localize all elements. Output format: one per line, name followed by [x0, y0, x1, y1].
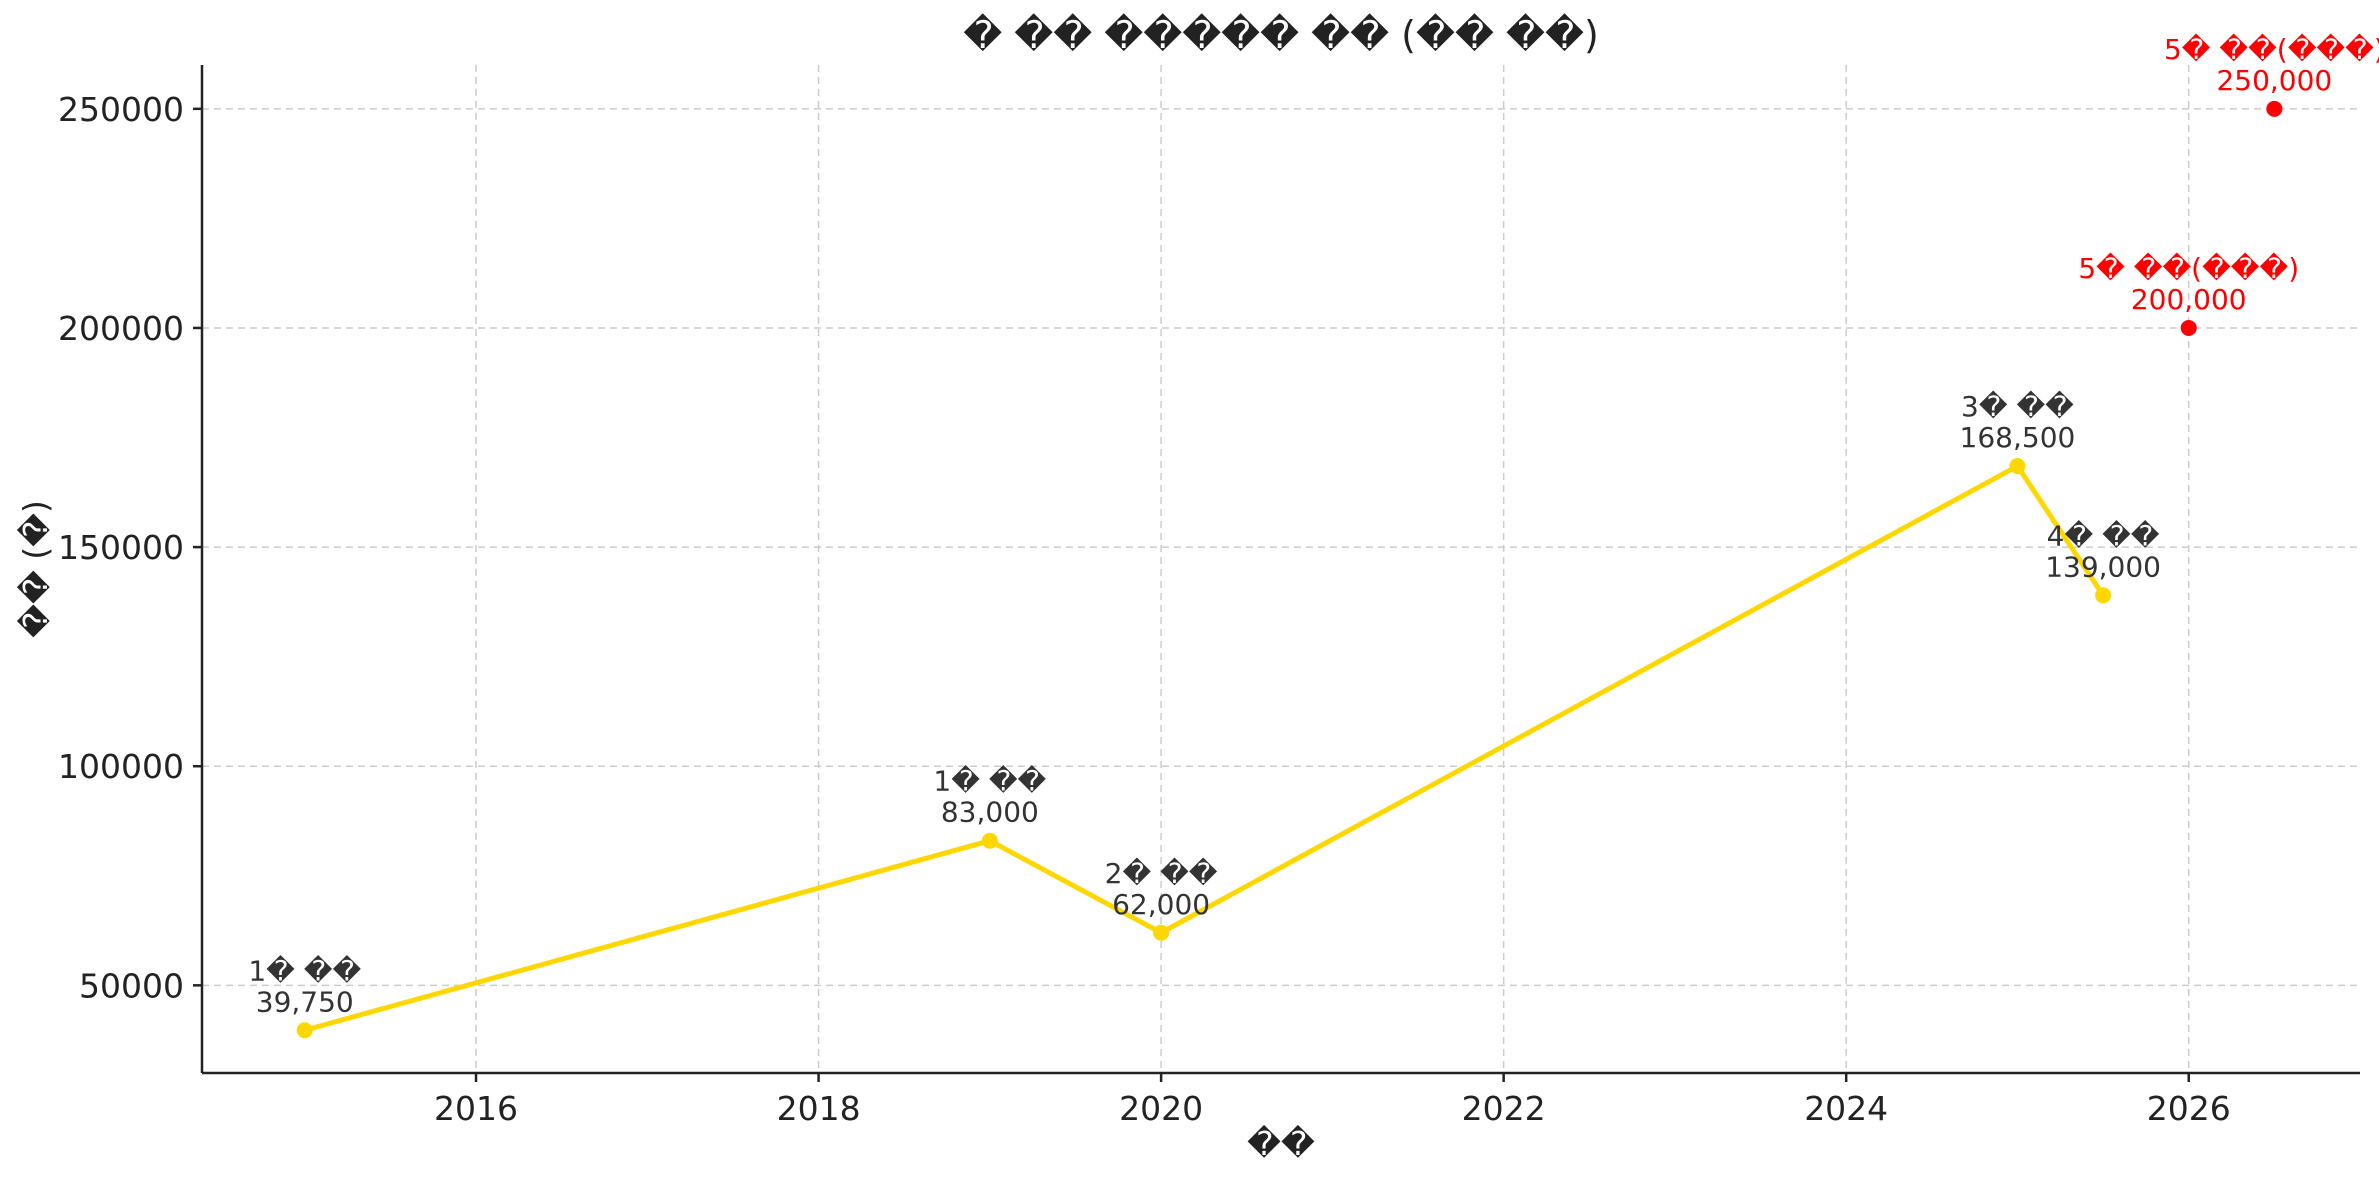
- y-tick-label: 250000: [58, 90, 184, 129]
- data-label-value: 200,000: [2131, 283, 2247, 316]
- data-point: [2180, 319, 2197, 336]
- data-label-name: 5� ��(���): [2078, 252, 2299, 285]
- data-label-name: 4� ��: [2047, 519, 2160, 552]
- data-label-value: 139,000: [2045, 550, 2161, 583]
- axes: [200, 65, 2360, 1075]
- y-axis-label: �� (�): [16, 500, 55, 638]
- data-point: [2266, 100, 2283, 117]
- data-label-name: 3� ��: [1961, 390, 2074, 423]
- x-tick-label: 2016: [434, 1089, 518, 1128]
- y-tick-label: 200000: [58, 309, 184, 348]
- series: [296, 100, 2283, 1039]
- data-label-value: 39,750: [256, 985, 354, 1018]
- x-tick-label: 2020: [1119, 1089, 1203, 1128]
- data-label-name: 5� ��(���): [2164, 33, 2379, 66]
- data-point: [981, 832, 998, 849]
- grid: [202, 65, 2360, 1073]
- y-tick-label: 150000: [58, 528, 184, 567]
- series-line: [304, 463, 2106, 1033]
- x-tick-label: 2026: [2147, 1089, 2231, 1128]
- data-label-value: 62,000: [1112, 888, 1210, 921]
- x-tick-label: 2018: [777, 1089, 861, 1128]
- tick-labels: 2016 2018 2020 2022 2024 2026 50000 100000 15000…: [58, 90, 2231, 1128]
- y-tick-label: 50000: [79, 966, 184, 1005]
- data-label-name: 1� ��: [933, 765, 1046, 798]
- data-point: [2009, 458, 2026, 475]
- y-tick-label: 100000: [58, 747, 184, 786]
- data-label-name: 1� ��: [248, 954, 361, 987]
- data-label-value: 83,000: [941, 796, 1039, 829]
- data-label-name: 2� ��: [1105, 857, 1218, 890]
- data-point: [2095, 587, 2112, 604]
- data-point: [296, 1022, 313, 1039]
- data-point: [1153, 924, 1170, 941]
- chart-title: � �� ����� �� (�� ��): [963, 13, 1599, 57]
- x-axis-label: ��: [1247, 1124, 1315, 1163]
- data-label-value: 250,000: [2216, 64, 2332, 97]
- x-tick-label: 2022: [1462, 1089, 1546, 1128]
- x-tick-label: 2024: [1804, 1089, 1888, 1128]
- data-label-value: 168,500: [1960, 421, 2076, 454]
